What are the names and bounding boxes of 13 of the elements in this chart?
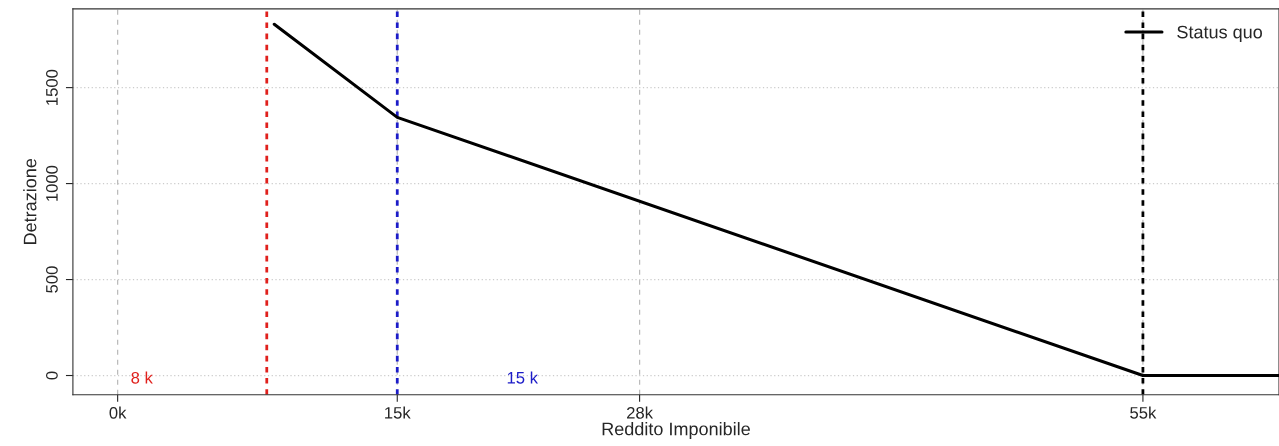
y-tick-label: 0 (46, 371, 58, 380)
x-tick-label: 15k (385, 406, 411, 419)
x-tick-label: 28k (627, 406, 654, 419)
x-tick-label: 55k (1130, 406, 1157, 419)
ref-line-label: 8 k (131, 371, 153, 384)
y-tick-label: 1500 (46, 69, 58, 105)
x-axis-title: Reddito Imponibile (602, 422, 750, 439)
x-tick-label: 0k (109, 406, 127, 419)
y-tick-label: 1000 (46, 165, 58, 201)
y-tick-label: 500 (46, 266, 58, 293)
legend-label: Status quo (1177, 25, 1262, 42)
y-axis-title: Detrazione (23, 158, 37, 244)
ref-line-label: 15 k (507, 371, 539, 384)
